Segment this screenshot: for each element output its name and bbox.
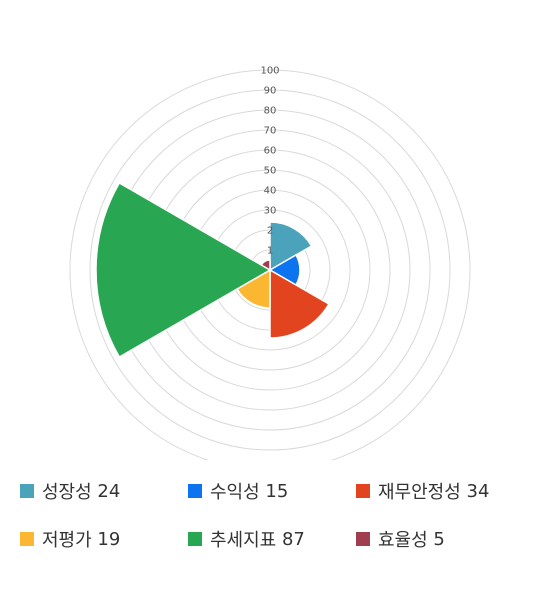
chart-slices: [95, 181, 330, 359]
tick-label: 40: [264, 186, 277, 197]
legend-label: 효율성: [378, 530, 428, 551]
legend-item[interactable]: 추세지표 87: [188, 526, 305, 552]
legend-label: 수익성: [210, 482, 260, 503]
tick-label: 90: [264, 86, 277, 97]
legend-value: 87: [281, 528, 305, 550]
legend-label: 추세지표: [210, 530, 277, 551]
tick-label: 80: [264, 106, 277, 117]
tick-label: 60: [264, 146, 277, 157]
tick-label: 100: [260, 66, 279, 77]
tick-label: 70: [264, 126, 277, 137]
legend-swatch: [356, 484, 370, 498]
slice-1[interactable]: [269, 221, 313, 272]
slice-5[interactable]: [95, 181, 272, 359]
legend-swatch: [188, 532, 202, 546]
legend-swatch: [20, 532, 34, 546]
legend-item[interactable]: 수익성 15: [188, 478, 288, 504]
grid-ring: [69, 69, 471, 460]
legend-value: 15: [265, 480, 289, 502]
slice-6[interactable]: [260, 259, 271, 272]
legend-value: 5: [433, 528, 445, 550]
legend-label: 성장성: [42, 482, 92, 503]
legend-label: 재무안정성: [378, 482, 461, 503]
legend-swatch: [356, 532, 370, 546]
radial-tick-labels: 1 2 30 40 50 60 70 80 90 100: [260, 66, 279, 257]
slice-3[interactable]: [269, 268, 330, 339]
legend-item[interactable]: 효율성 5: [356, 526, 445, 552]
tick-label: 50: [264, 166, 277, 177]
polar-area-chart: 1 2 30 40 50 60 70 80 90 100: [69, 66, 471, 460]
legend-item[interactable]: 성장성 24: [20, 478, 120, 504]
legend-value: 34: [466, 480, 490, 502]
grid-ring: [89, 89, 451, 451]
legend-item[interactable]: 저평가 19: [20, 526, 120, 552]
legend-value: 19: [97, 528, 121, 550]
legend-label: 저평가: [42, 530, 92, 551]
legend-swatch: [20, 484, 34, 498]
tick-label: 1: [267, 246, 273, 257]
tick-label: 30: [264, 206, 277, 217]
legend-value: 24: [97, 480, 121, 502]
legend-item[interactable]: 재무안정성 34: [356, 478, 489, 504]
tick-label: 2: [267, 226, 273, 237]
legend-swatch: [188, 484, 202, 498]
